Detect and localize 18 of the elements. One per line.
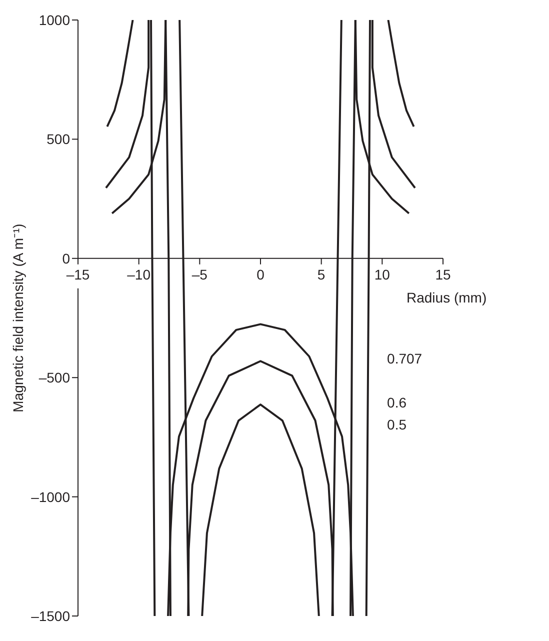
y-tick-label: 500 xyxy=(46,131,70,148)
x-tick-label: 0 xyxy=(256,266,265,282)
x-tick-label: 15 xyxy=(435,266,451,282)
y-tick-label: –500 xyxy=(38,370,70,386)
x-tick-label: 5 xyxy=(317,266,326,282)
x-tick-label: –15 xyxy=(66,266,90,282)
x-tick-label: –5 xyxy=(192,266,208,282)
y-tick-label: 0 xyxy=(62,250,70,266)
y-tick-label: –1000 xyxy=(31,488,70,505)
y-tick-label: 1000 xyxy=(38,12,70,28)
x-tick-label: –10 xyxy=(127,266,151,282)
text: 0.6 xyxy=(387,394,407,410)
text: 0.5 xyxy=(387,416,407,432)
y-axis-title: Magnetic field intensity (A m⁻¹) xyxy=(10,224,26,412)
text: 0.707 xyxy=(387,350,422,366)
y-tick-label: –1500 xyxy=(31,608,70,624)
x-tick-label: 10 xyxy=(374,266,390,282)
x-axis-title: Radius (mm) xyxy=(406,289,487,306)
